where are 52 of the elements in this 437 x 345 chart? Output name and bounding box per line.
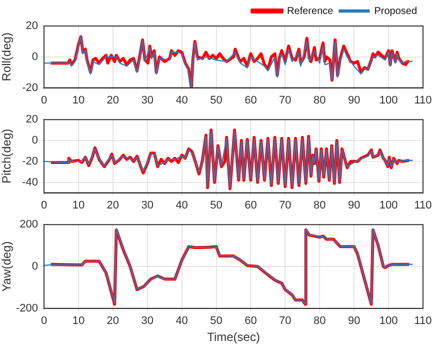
x-axis-title: Time(sec) xyxy=(207,330,260,344)
x-tick-label: 110 xyxy=(414,315,432,328)
x-tick-label: 80 xyxy=(314,199,326,212)
x-tick-label: 10 xyxy=(72,94,85,106)
y-tick-label: 20 xyxy=(26,20,38,32)
y-tick-label: 0 xyxy=(32,260,38,273)
x-tick-label: 50 xyxy=(210,199,222,212)
x-tick-label: 60 xyxy=(244,199,257,212)
x-tick-label: 20 xyxy=(106,315,120,328)
y-tick-label: -20 xyxy=(22,82,38,94)
y-tick-label: -40 xyxy=(22,176,38,188)
x-tick-label: 70 xyxy=(279,315,292,328)
legend-label: Reference xyxy=(287,6,334,17)
x-tick-label: 40 xyxy=(176,315,188,328)
x-tick-label: 10 xyxy=(72,315,85,328)
x-tick-label: 110 xyxy=(414,94,432,106)
y-axis-title: Yaw(deg) xyxy=(0,241,14,292)
y-tick-label: 0 xyxy=(32,134,38,147)
x-tick-label: 0 xyxy=(40,315,48,328)
x-tick-label: 0 xyxy=(40,199,48,212)
x-tick-label: 90 xyxy=(348,315,360,328)
x-tick-label: 100 xyxy=(379,199,398,212)
x-tick-label: 80 xyxy=(314,315,326,328)
x-tick-label: 40 xyxy=(176,94,188,106)
x-tick-label: 20 xyxy=(106,199,120,212)
x-tick-label: 10 xyxy=(72,199,85,212)
x-tick-label: 70 xyxy=(279,94,292,106)
x-tick-label: 30 xyxy=(141,94,154,106)
y-tick-label: 20 xyxy=(26,114,38,126)
x-tick-label: 90 xyxy=(348,94,360,106)
y-axis-title: Pitch(deg) xyxy=(0,128,14,184)
y-tick-label: 0 xyxy=(32,50,38,63)
x-tick-label: 30 xyxy=(141,199,154,212)
x-tick-label: 100 xyxy=(379,315,398,328)
x-tick-label: 50 xyxy=(210,94,222,106)
x-tick-label: 20 xyxy=(106,94,120,106)
x-tick-label: 70 xyxy=(279,199,292,212)
legend-label: Proposed xyxy=(374,6,418,17)
y-tick-label: -20 xyxy=(22,155,38,168)
x-tick-label: 90 xyxy=(348,199,360,212)
x-tick-label: 100 xyxy=(379,94,398,106)
x-tick-label: 110 xyxy=(414,199,432,212)
x-tick-label: 60 xyxy=(244,315,257,328)
x-tick-label: 0 xyxy=(40,94,48,106)
x-tick-label: 50 xyxy=(210,315,222,328)
x-tick-label: 30 xyxy=(141,315,154,328)
y-axis-title: Roll(deg) xyxy=(0,32,14,82)
y-tick-label: 200 xyxy=(20,218,38,231)
x-tick-label: 80 xyxy=(314,94,326,106)
x-tick-label: 40 xyxy=(176,199,188,212)
x-tick-label: 60 xyxy=(244,94,257,106)
y-tick-label: -200 xyxy=(16,302,38,314)
